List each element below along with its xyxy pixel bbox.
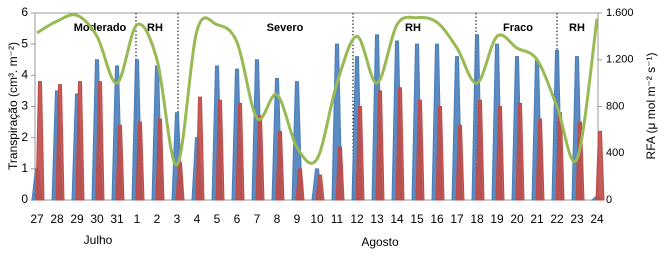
x-tick-label: 1 <box>134 212 141 226</box>
transpiration-spike <box>535 118 545 201</box>
transpiration-spike <box>35 81 45 201</box>
x-tick-label: 4 <box>194 212 201 226</box>
transpiration-spike <box>215 99 225 201</box>
transpiration-spike <box>95 81 105 201</box>
month-label: Julho <box>84 233 113 247</box>
x-tick-label: 24 <box>590 212 604 226</box>
y2-axis-title: RFA (μ mol m⁻² s⁻¹) <box>644 53 658 160</box>
x-tick-label: 28 <box>50 212 64 226</box>
transpiration-spike <box>235 102 245 201</box>
y-tick-label: 2 <box>21 130 28 144</box>
x-tick-label: 18 <box>470 212 484 226</box>
x-tick-label: 5 <box>214 212 221 226</box>
x-tick-label: 8 <box>274 212 281 226</box>
transpiration-spike <box>295 168 305 201</box>
month-label: Agosto <box>361 235 399 249</box>
period-label: RH <box>147 22 163 34</box>
transpiration-spike <box>195 96 205 201</box>
x-tick-label: 31 <box>110 212 124 226</box>
transpiration-spike <box>395 87 405 201</box>
x-tick-label: 9 <box>294 212 301 226</box>
y2-tick-label: 1.200 <box>606 54 634 66</box>
transpiration-spike <box>595 130 605 201</box>
transpiration-spike <box>515 102 525 201</box>
transpiration-spike <box>135 121 145 201</box>
transpiration-spike <box>475 99 485 201</box>
x-tick-label: 16 <box>430 212 444 226</box>
x-tick-label: 21 <box>530 212 544 226</box>
y-axis-title: Transpiração (cm³. m⁻²) <box>6 42 20 170</box>
transpiration-spike <box>335 146 345 201</box>
transpiration-spike <box>435 106 445 201</box>
x-tick-label: 10 <box>310 212 324 226</box>
transpiration-spike <box>115 124 125 201</box>
rfa-line <box>36 13 599 167</box>
x-tick-label: 13 <box>370 212 384 226</box>
x-tick-label: 11 <box>331 212 344 226</box>
transpiration-spike <box>55 84 65 201</box>
y2-tick-label: 400 <box>606 147 624 159</box>
x-tick-label: 15 <box>410 212 424 226</box>
period-label: RH <box>569 22 585 34</box>
x-tick-label: 20 <box>510 212 524 226</box>
transpiration-spike <box>315 174 325 201</box>
x-tick-label: 30 <box>90 212 104 226</box>
y-tick-label: 4 <box>21 68 28 82</box>
x-tick-label: 19 <box>490 212 504 226</box>
x-tick-label: 6 <box>234 212 241 226</box>
x-tick-label: 3 <box>174 212 181 226</box>
transpiration-spike <box>155 118 165 201</box>
transpiration-spike <box>455 124 465 201</box>
transpiration-spike <box>355 106 365 201</box>
transpiration-spike <box>175 162 185 201</box>
x-tick-label: 17 <box>450 212 464 226</box>
y-tick-label: 3 <box>21 99 28 113</box>
transpiration-spike <box>275 130 285 201</box>
transpiration-spike <box>75 81 85 201</box>
x-tick-label: 14 <box>390 212 404 226</box>
transpiration-spike <box>555 112 565 201</box>
x-tick-label: 2 <box>154 212 161 226</box>
y-tick-label: 6 <box>21 5 28 19</box>
period-label: Moderado <box>74 22 127 34</box>
x-tick-label: 23 <box>570 212 584 226</box>
x-tick-label: 12 <box>350 212 364 226</box>
y-tick-label: 0 <box>21 192 28 206</box>
x-tick-label: 29 <box>70 212 84 226</box>
period-label: RH <box>405 22 421 34</box>
y2-tick-label: 800 <box>606 100 624 112</box>
transpiration-spike <box>495 106 505 201</box>
transpiration-spike <box>375 90 385 201</box>
period-label: Fraco <box>503 22 533 34</box>
y-tick-label: 5 <box>21 36 28 50</box>
period-label: Severo <box>267 22 304 34</box>
transpiration-spike <box>415 99 425 201</box>
y2-tick-label: 0 <box>606 194 612 206</box>
x-tick-label: 27 <box>30 212 44 226</box>
y2-tick-label: 1.600 <box>606 7 634 19</box>
y-tick-label: 1 <box>21 161 28 175</box>
x-tick-label: 22 <box>550 212 564 226</box>
x-tick-label: 7 <box>254 212 261 226</box>
